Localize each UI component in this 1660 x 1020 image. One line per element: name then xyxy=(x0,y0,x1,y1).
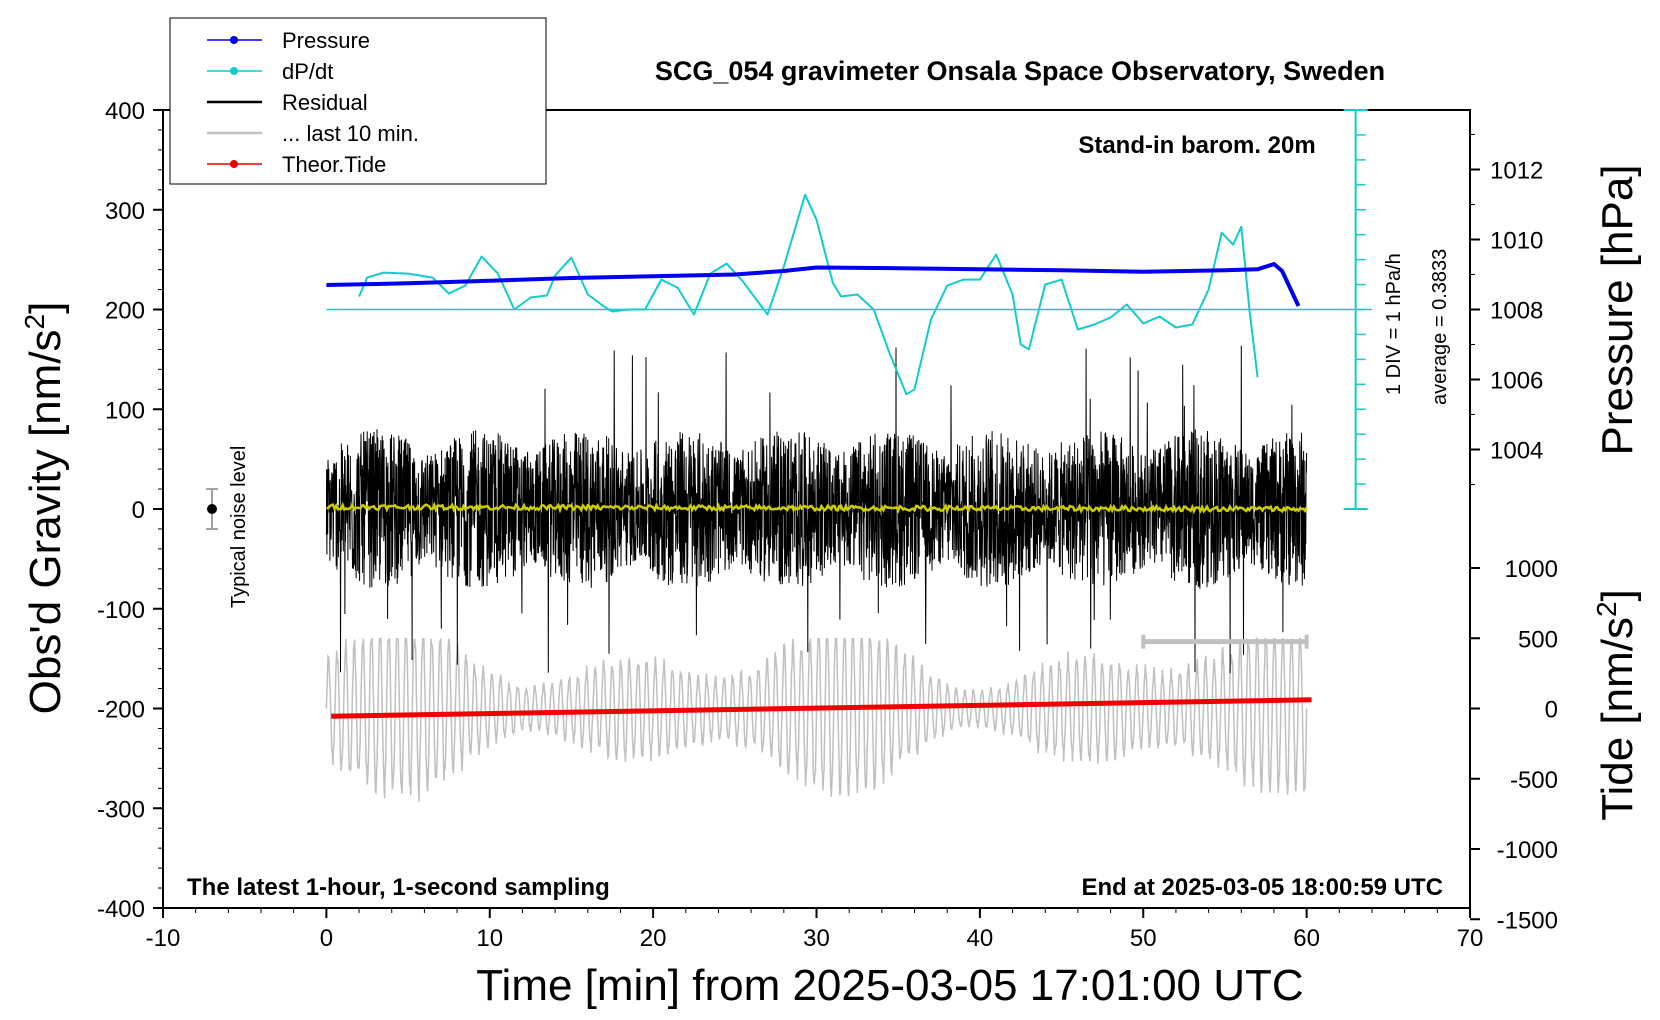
y-axis-title-tide-close: ] xyxy=(1593,589,1642,601)
y-axis-title-gravity: Obs'd Gravity [nm/s2] xyxy=(19,302,70,715)
x-tick-label: -10 xyxy=(146,925,181,952)
tide-tick-label: -500 xyxy=(1510,767,1558,794)
series-residual-smoothed-line xyxy=(326,501,1308,515)
x-tick-label: 10 xyxy=(476,925,503,952)
y-tick-label: -400 xyxy=(97,896,145,923)
legend-marker xyxy=(230,36,238,44)
x-axis-title: Time [min] from 2025-03-05 17:01:00 UTC xyxy=(476,961,1303,1010)
y-tick-label: -100 xyxy=(97,597,145,624)
x-tick-label: 0 xyxy=(320,925,333,952)
average-annotation: average = 0.3833 xyxy=(1429,249,1451,405)
legend-label: Residual xyxy=(282,90,368,115)
y-axis-title-tide-text: Tide [nm/s xyxy=(1593,617,1642,821)
y-axis-title-tide-sup: 2 xyxy=(1591,601,1622,617)
pressure-tick-label: 1010 xyxy=(1490,228,1543,255)
barometer-annotation: Stand-in barom. 20m xyxy=(1078,132,1315,159)
tide-tick-label: 0 xyxy=(1545,697,1558,724)
pressure-tick-label: 1006 xyxy=(1490,368,1543,395)
plot-group xyxy=(206,193,1372,802)
x-tick-label: 20 xyxy=(640,925,667,952)
end-time-annotation: End at 2025-03-05 18:00:59 UTC xyxy=(1082,874,1444,901)
sampling-annotation: The latest 1-hour, 1-second sampling xyxy=(187,874,610,901)
series-tide-line xyxy=(331,697,1312,719)
y-axis-title-tide: Tide [nm/s2] xyxy=(1591,589,1642,821)
legend-label: dP/dt xyxy=(282,59,333,84)
x-tick-label: 70 xyxy=(1457,925,1484,952)
y-axis-title-pressure: Pressure [hPa] xyxy=(1593,164,1642,455)
pressure-tick-label: 1012 xyxy=(1490,158,1543,185)
legend-label: Theor.Tide xyxy=(282,152,386,177)
series-pressure-line xyxy=(326,262,1301,307)
legend-label: Pressure xyxy=(282,28,370,53)
legend-label: ... last 10 min. xyxy=(282,121,419,146)
y-tick-label: 200 xyxy=(105,298,145,325)
legend-marker xyxy=(230,67,238,75)
series-dpdt-line xyxy=(358,193,1259,396)
x-tick-label: 30 xyxy=(803,925,830,952)
y-tick-label: 400 xyxy=(105,98,145,125)
y-axis-title-gravity-text: Obs'd Gravity [nm/s xyxy=(21,329,70,714)
x-tick-label: 40 xyxy=(967,925,994,952)
y-tick-label: 0 xyxy=(132,497,145,524)
noise-level-annotation: Typical noise level xyxy=(228,446,250,608)
series-last10-line xyxy=(325,635,1308,802)
y-axis-title-gravity-close: ] xyxy=(21,302,70,314)
tide-tick-label: 1000 xyxy=(1505,556,1558,583)
tide-tick-label: 500 xyxy=(1518,626,1558,653)
noise-level-point xyxy=(207,504,218,514)
x-tick-label: 60 xyxy=(1293,925,1320,952)
pressure-tick-label: 1004 xyxy=(1490,438,1543,465)
pressure-tick-label: 1008 xyxy=(1490,298,1543,325)
legend-marker xyxy=(230,160,238,168)
div-annotation: 1 DIV = 1 hPa/h xyxy=(1383,253,1405,395)
y-tick-label: 300 xyxy=(105,198,145,225)
y-tick-label: 100 xyxy=(105,397,145,424)
axes-group: -10 0 10 20 30 40 50 60 704003002001000-100-200-… xyxy=(97,98,1558,952)
tide-tick-label: -1500 xyxy=(1497,907,1558,934)
tide-tick-label: -1000 xyxy=(1497,837,1558,864)
y-tick-label: -200 xyxy=(97,697,145,724)
legend: Pressure dP/dt Residual ... last 10 min. The… xyxy=(169,17,547,185)
chart-title: SCG_054 gravimeter Onsala Space Observat… xyxy=(655,56,1385,86)
x-tick-label: 50 xyxy=(1130,925,1157,952)
series-residual-line xyxy=(325,345,1308,674)
y-tick-label: -300 xyxy=(97,796,145,823)
y-axis-title-gravity-sup: 2 xyxy=(19,314,50,330)
